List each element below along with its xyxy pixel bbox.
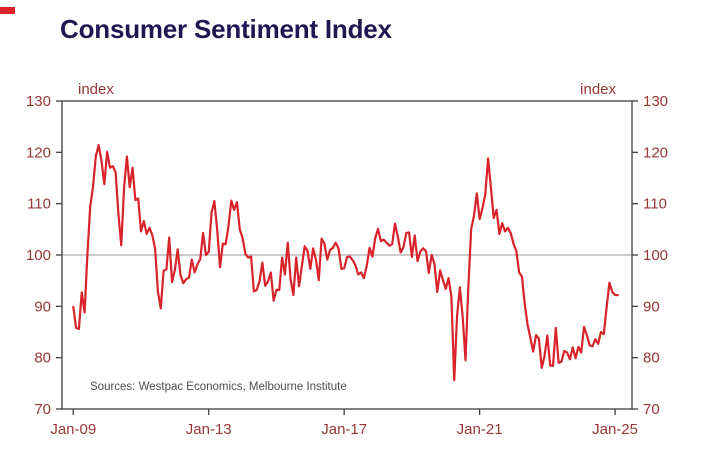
y-axis-label-right: 100 <box>643 247 668 264</box>
y-axis-label-left: 80 <box>34 350 51 367</box>
y-axis-label-right: 130 <box>643 93 668 110</box>
y-axis-label-right: 120 <box>643 144 668 161</box>
title-accent-mark <box>0 7 15 14</box>
y-axis-label-right: 80 <box>643 350 660 367</box>
consumer-sentiment-line-chart: 70 70 80 80 90 90 100 100 110 110 120 120 130 130 Jan-… <box>26 81 668 438</box>
y-axis-label-left: 120 <box>26 144 51 161</box>
x-axis-label: Jan-09 <box>50 421 96 438</box>
y-axis-label-left: 130 <box>26 93 51 110</box>
chart-container: 70 70 80 80 90 90 100 100 110 110 120 120 130 130 Jan-… <box>0 77 705 452</box>
x-axis-label: Jan-13 <box>186 421 232 438</box>
source-note: Sources: Westpac Economics, Melbourne In… <box>90 381 347 393</box>
y-axis-label-left: 90 <box>34 298 51 315</box>
y-axis-label-left: 110 <box>27 196 51 213</box>
right-axis-unit-label: index <box>580 81 616 98</box>
x-axis-label: Jan-25 <box>592 421 638 438</box>
y-axis-label-right: 110 <box>643 196 667 213</box>
header: Consumer Sentiment Index <box>0 0 705 45</box>
y-axis-label-left: 100 <box>26 247 51 264</box>
left-axis-unit-label: index <box>78 81 114 98</box>
y-axis-label-right: 90 <box>643 298 660 315</box>
chart-plot-layer: 70 70 80 80 90 90 100 100 110 110 120 120 130 130 Jan-… <box>26 93 668 438</box>
sentiment-series-line <box>72 144 619 382</box>
y-axis-label-right: 70 <box>643 401 660 418</box>
page-title: Consumer Sentiment Index <box>60 14 392 44</box>
y-axis-label-left: 70 <box>34 401 51 418</box>
x-axis-label: Jan-17 <box>321 421 367 438</box>
x-axis-label: Jan-21 <box>457 421 503 438</box>
